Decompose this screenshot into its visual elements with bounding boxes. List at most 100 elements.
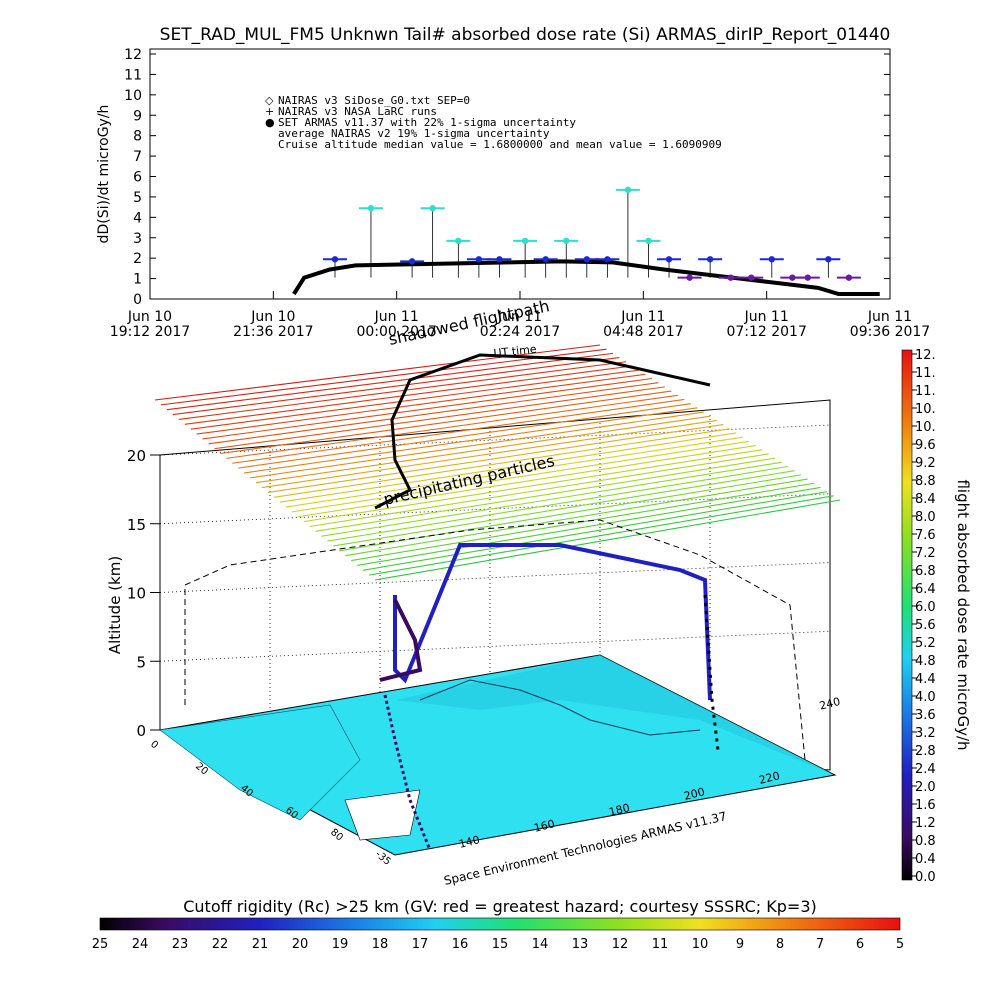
right-colorbar-tick-label: 1.6 <box>915 798 936 813</box>
particle-layer-line <box>208 382 659 445</box>
particle-layer-line <box>154 344 601 401</box>
armas-point <box>455 237 462 245</box>
right-colorbar-label: flight absorbed dose rate microGy/h <box>954 479 972 750</box>
armas-point <box>475 256 483 263</box>
map-white-island <box>344 789 421 841</box>
top-x-tick-label-time: 07:12 2017 <box>726 324 806 340</box>
armas-point <box>367 205 375 212</box>
bottom-colorbar-tick-label: 5 <box>896 937 904 952</box>
right-colorbar-tick-label: 2.0 <box>915 780 936 795</box>
right-colorbar-tick-label: 5.6 <box>915 618 936 633</box>
right-colorbar-tick-label: 2.4 <box>915 762 936 777</box>
altitude-gridline <box>159 630 831 662</box>
right-colorbar-tick-label: 8.4 <box>915 492 936 507</box>
bottom-colorbar-title: Cutoff rigidity (Rc) >25 km (GV: red = g… <box>183 897 817 916</box>
right-colorbar-tick-label: 10. <box>915 402 936 417</box>
armas-point <box>331 256 339 263</box>
altitude-gridline <box>159 424 831 456</box>
longitude-tick-label: 240 <box>818 695 842 713</box>
top-y-tick-label: 6 <box>133 170 142 186</box>
legend-entry: Cruise altitude median value = 1.6800000… <box>278 138 722 151</box>
top-x-tick-label-time: 09:36 2017 <box>850 324 930 340</box>
top-x-tick-label-date: Jun 11 <box>744 309 789 325</box>
right-colorbar-tick-label: 9.2 <box>915 456 936 471</box>
top-x-tick-label-date: Jun 11 <box>620 309 665 325</box>
bottom-colorbar-tick-label: 22 <box>212 937 229 952</box>
map-landmass-asia <box>159 704 361 821</box>
bottom-colorbar-tick-label: 18 <box>372 937 389 952</box>
longitude-tick-label: 140 <box>458 833 482 851</box>
particle-layer-line <box>327 465 789 542</box>
legend-entry: NAIRAS v3 SiDose_G0.txt SEP=0 <box>278 94 470 107</box>
bottom-colorbar-tick-label: 25 <box>92 937 109 952</box>
top-y-tick-label: 1 <box>133 272 142 288</box>
back-wall-frame <box>159 399 831 771</box>
bottom-colorbar-tick-label: 8 <box>776 937 784 952</box>
top-chart-title: SET_RAD_MUL_FM5 Unknwn Tail# absorbed do… <box>160 25 891 45</box>
bottom-colorbar-tick-label: 24 <box>132 937 149 952</box>
particle-layer-line <box>297 444 756 518</box>
legend-symbol: + <box>265 105 274 118</box>
right-colorbar-tick-label: 3.2 <box>915 726 936 741</box>
flightpath-climb <box>379 599 423 682</box>
top-y-tick-label: 12 <box>124 47 142 63</box>
top-x-tick-label-date: Jun 10 <box>127 309 172 325</box>
particle-layer-line <box>363 491 828 571</box>
armas-point <box>583 256 591 263</box>
particle-layer-line <box>166 352 614 411</box>
precipitating-particle-layer <box>154 344 841 581</box>
particle-layer-line <box>345 478 808 557</box>
right-colorbar-tick-label: 11. <box>915 384 936 399</box>
map-coast-shading <box>395 655 835 775</box>
particle-layer-line <box>267 424 724 493</box>
particle-layer-line <box>321 461 782 537</box>
armas-point <box>804 274 811 281</box>
bottom-colorbar-tick-label: 12 <box>612 937 629 952</box>
bottom-colorbar-tick-label: 14 <box>532 937 549 952</box>
particle-layer-line <box>238 403 691 469</box>
bottom-colorbar-tick-label: 7 <box>816 937 824 952</box>
armas-point <box>845 274 853 281</box>
map-coastline <box>419 679 701 736</box>
armas-point <box>727 274 734 281</box>
top-y-tick-label: 9 <box>133 108 142 124</box>
top-chart-series <box>292 186 880 296</box>
particle-layer-line <box>339 474 802 552</box>
particle-layer-line <box>303 449 763 523</box>
top-y-tick-label: 3 <box>133 231 142 247</box>
latitude-tick-label: 0 <box>148 739 160 752</box>
top-y-tick-label: 7 <box>133 149 142 165</box>
bottom-colorbar-tick-label: 11 <box>652 937 669 952</box>
armas-point <box>706 256 714 263</box>
right-colorbar-tick-label: 4.4 <box>915 672 936 687</box>
particle-layer-line <box>244 407 698 474</box>
right-colorbar-tick-label: 0.4 <box>915 852 936 867</box>
top-y-tick-label: 0 <box>133 292 142 308</box>
top-x-tick-label-time: 00:00 2017 <box>356 324 436 340</box>
bottom-colorbar-tick-label: 13 <box>572 937 589 952</box>
top-x-tick-label-date: Jun 11 <box>374 309 419 325</box>
bottom-colorbar-tick-label: 21 <box>252 937 269 952</box>
particle-layer-line <box>226 394 678 459</box>
top-x-tick-label-time: 21:36 2017 <box>233 324 313 340</box>
bottom-colorbar-tick-label: 15 <box>492 937 509 952</box>
altitude-tick-label: 20 <box>127 447 146 465</box>
right-colorbar-tick-label: 6.8 <box>915 564 936 579</box>
legend-symbol: ◇ <box>265 94 274 107</box>
right-colorbar-tick-label: 7.6 <box>915 528 936 543</box>
top-x-tick-label-date: Jun 10 <box>250 309 295 325</box>
particle-layer-line <box>279 432 737 503</box>
bottom-colorbar-tick-label: 23 <box>172 937 189 952</box>
particle-layer-line <box>196 373 646 435</box>
right-colorbar-tick-label: 1.2 <box>915 816 936 831</box>
top-y-tick-label: 11 <box>124 67 142 83</box>
right-colorbar-tick-label: 12. <box>915 348 936 363</box>
bottom-colorbar-tick-label: 20 <box>292 937 309 952</box>
right-colorbar-tick-label: 5.2 <box>915 636 936 651</box>
armas-point <box>624 186 632 194</box>
particle-layer-line <box>291 440 750 513</box>
top-x-tick-label-date: Jun 11 <box>867 309 912 325</box>
right-colorbar-tick-label: 4.8 <box>915 654 936 669</box>
right-colorbar <box>901 349 913 881</box>
